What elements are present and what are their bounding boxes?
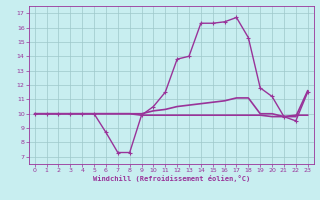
- X-axis label: Windchill (Refroidissement éolien,°C): Windchill (Refroidissement éolien,°C): [92, 175, 250, 182]
